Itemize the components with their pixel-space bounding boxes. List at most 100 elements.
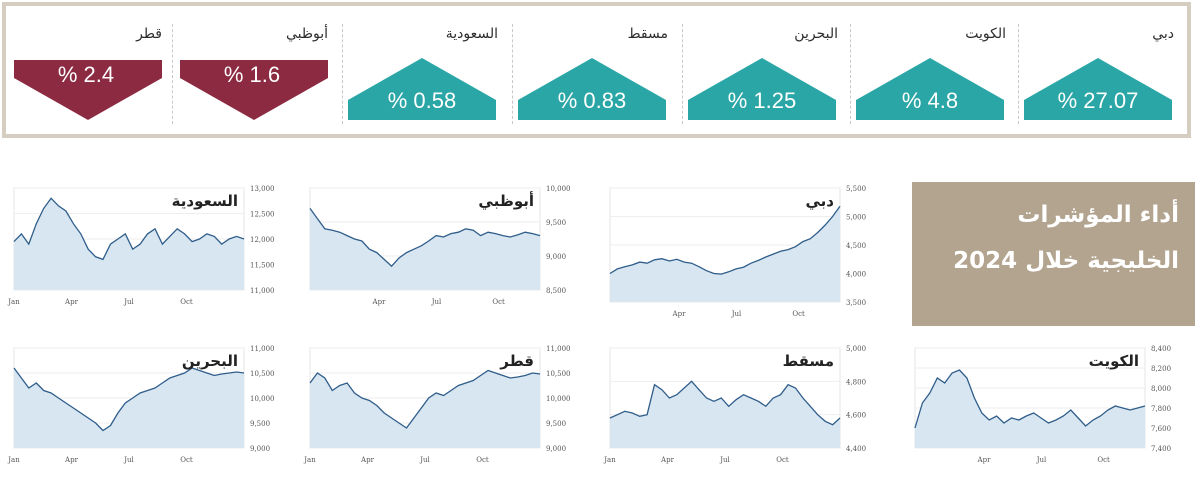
kuwait-chart: 7,400 7,600 7,800 8,000 8,200 8,400 Apr Jul Oct ا… <box>905 342 1195 470</box>
x-tick-label: Oct <box>492 298 505 306</box>
y-tick-label: 9,000 <box>546 445 566 453</box>
y-tick-label: 3,500 <box>846 299 866 307</box>
x-tick-label: Jul <box>431 298 442 306</box>
y-tick-label: 9,500 <box>546 420 566 428</box>
x-tick-label: Jul <box>1036 456 1047 464</box>
x-tick-label: Oct <box>776 456 789 464</box>
y-tick-label: 10,000 <box>546 395 571 403</box>
bahrain-chart-svg: 9,000 9,500 10,000 10,500 11,000 Jan Apr Jul Oct… <box>7 345 275 464</box>
y-tick-label: 10,500 <box>546 370 571 378</box>
chart-title: قطر <box>499 352 534 370</box>
index-change-value: % 2.4 <box>58 62 114 87</box>
qatar-chart-svg: 9,000 9,500 10,000 10,500 11,000 Jan Apr Jul Oct… <box>303 345 571 464</box>
x-tick-label: Jul <box>719 456 730 464</box>
index-name: مسقط <box>627 26 668 42</box>
kuwait-chart-svg: 7,400 7,600 7,800 8,000 8,200 8,400 Apr Jul Oct ا… <box>914 345 1171 464</box>
y-tick-label: 10,000 <box>546 185 571 193</box>
y-tick-label: 11,000 <box>250 287 275 295</box>
y-tick-label: 9,000 <box>250 445 270 453</box>
index-change-value: % 0.58 <box>388 88 457 113</box>
series-line <box>609 380 841 426</box>
cell-separator <box>1018 24 1019 124</box>
index-name: البحرين <box>794 26 838 42</box>
x-tick-label: Oct <box>792 310 805 318</box>
index-cell: البحرين % 1.25 <box>686 16 846 136</box>
x-tick-label: Oct <box>476 456 489 464</box>
cell-separator <box>172 24 173 124</box>
bahrain-chart: 9,000 9,500 10,000 10,500 11,000 Jan Apr Jul Oct… <box>4 342 294 470</box>
x-tick-label: Apr <box>372 298 387 306</box>
y-tick-label: 8,200 <box>1151 365 1171 373</box>
y-tick-label: 10,500 <box>250 370 275 378</box>
index-name: قطر <box>136 26 162 42</box>
y-tick-label: 5,000 <box>846 214 866 222</box>
saudi-chart: 11,000 11,500 12,000 12,500 13,000 Jan Apr Jul O… <box>4 182 294 312</box>
x-tick-label: Oct <box>180 456 193 464</box>
qatar-chart: 9,000 9,500 10,000 10,500 11,000 Jan Apr Jul Oct… <box>300 342 590 470</box>
x-tick-label: Apr <box>660 456 675 464</box>
arrow-up-icon <box>348 58 496 120</box>
y-tick-label: 12,500 <box>250 211 275 219</box>
y-tick-label: 7,600 <box>1151 425 1171 433</box>
index-change-value: % 1.25 <box>728 88 797 113</box>
series-area <box>310 370 540 448</box>
chart-title: دبي <box>805 192 834 210</box>
y-tick-label: 8,000 <box>1151 385 1171 393</box>
x-tick-label: Jan <box>303 456 316 464</box>
x-tick-label: Jan <box>7 298 20 306</box>
y-tick-label: 9,500 <box>546 219 566 227</box>
series-area <box>610 381 840 448</box>
index-name: الكويت <box>965 26 1006 42</box>
index-cell: الكويت % 4.8 <box>854 16 1014 136</box>
index-change-value: % 0.83 <box>558 88 627 113</box>
y-tick-label: 7,800 <box>1151 405 1171 413</box>
cell-separator <box>682 24 683 124</box>
y-tick-label: 4,800 <box>846 378 866 386</box>
index-cell: أبوظبي % 1.6 <box>176 16 336 136</box>
y-tick-label: 5,500 <box>846 185 866 193</box>
y-tick-label: 12,000 <box>250 236 275 244</box>
series-line <box>609 205 841 275</box>
arrow-down-icon <box>180 60 328 120</box>
index-change-value: % 27.07 <box>1058 88 1139 113</box>
index-name: أبوظبي <box>285 26 328 42</box>
y-tick-label: 9,500 <box>250 420 270 428</box>
index-cell: دبي % 27.07 <box>1022 16 1182 136</box>
cell-separator <box>512 24 513 124</box>
y-tick-label: 8,500 <box>546 287 566 295</box>
x-tick-label: Jul <box>123 456 134 464</box>
cell-separator <box>850 24 851 124</box>
series-area <box>915 370 1145 448</box>
chart-title: البحرين <box>182 352 238 370</box>
index-name: السعودية <box>445 26 498 42</box>
abudhabi-chart-svg: 8,500 9,000 9,500 10,000 Apr Jul Oct أبوظبي <box>309 185 571 306</box>
y-tick-label: 4,500 <box>846 242 866 250</box>
panel-title-line2: الخليجية خلال 2024 <box>953 248 1179 274</box>
dubai-chart-svg: 3,500 4,000 4,500 5,000 5,500 Apr Jul Oct دبي <box>609 185 866 318</box>
index-summary-panel: دبي % 27.07 الكويت % 4.8 البحرين % 1.25 مسقط % … <box>2 2 1191 138</box>
y-tick-label: 11,000 <box>250 345 275 353</box>
y-tick-label: 11,500 <box>250 262 275 270</box>
saudi-chart-svg: 11,000 11,500 12,000 12,500 13,000 Jan Apr Jul O… <box>7 185 275 306</box>
index-cell: قطر % 2.4 <box>10 16 170 136</box>
y-tick-label: 4,000 <box>846 271 866 279</box>
x-tick-label: Jul <box>123 298 134 306</box>
x-tick-label: Apr <box>672 310 687 318</box>
series-line <box>13 197 245 261</box>
y-tick-label: 7,400 <box>1151 445 1171 453</box>
arrow-up-icon <box>856 58 1004 120</box>
y-tick-label: 13,000 <box>250 185 275 193</box>
x-tick-label: Jan <box>603 456 616 464</box>
index-change-value: % 4.8 <box>902 88 958 113</box>
x-tick-label: Jan <box>7 456 20 464</box>
arrow-up-icon <box>1024 58 1172 120</box>
chart-title: السعودية <box>172 192 238 210</box>
cell-separator <box>342 24 343 124</box>
index-cell: مسقط % 0.83 <box>516 16 676 136</box>
y-tick-label: 5,000 <box>846 345 866 353</box>
y-tick-label: 8,400 <box>1151 345 1171 353</box>
y-tick-label: 10,000 <box>250 395 275 403</box>
x-tick-label: Apr <box>360 456 375 464</box>
series-line <box>309 208 541 268</box>
muscat-chart: 4,400 4,600 4,800 5,000 Jan Apr Jul Oct مسقط <box>600 342 890 470</box>
